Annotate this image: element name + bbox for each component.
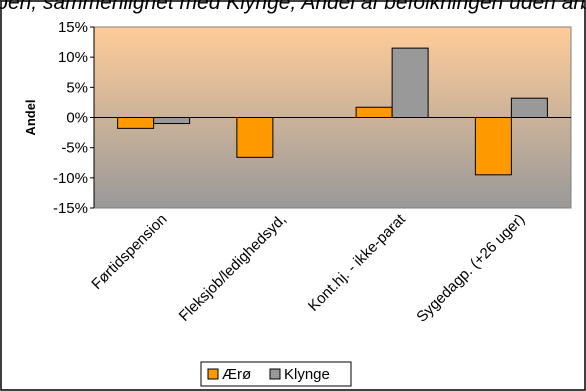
y-tick-label: -5% [61, 140, 88, 157]
y-tick-label: 5% [66, 79, 88, 96]
y-tick-label: 0% [66, 110, 88, 127]
legend: Ærø Klynge [200, 361, 352, 387]
legend-swatch-aeroe [207, 368, 219, 380]
y-axis-ticks: 15% 10% 5% 0% -5% -10% -15% [53, 19, 94, 217]
bar-aeroe-fleksjob-ledighedsyd [236, 117, 274, 158]
y-axis-label: Andel [23, 99, 38, 135]
bar-aeroe-foertidspension [117, 117, 155, 129]
bar-klynge-kont-hj-ikke-parat [391, 47, 429, 118]
bar-klynge-foertidspension [153, 117, 191, 125]
legend-label-aeroe: Ærø [222, 366, 251, 383]
y-tick-label: 10% [58, 49, 88, 66]
legend-label-klynge: Klynge [284, 366, 330, 383]
bars [117, 47, 548, 176]
chart-title: gruppen, sammenlignet med Klynge; Andel … [0, 0, 586, 14]
bar-klynge-sygedagp-26-uger [510, 97, 548, 119]
y-tick-label: -10% [53, 170, 88, 187]
bar-aeroe-sygedagp-26-uger [474, 117, 512, 176]
bar-aeroe-kont-hj-ikke-parat [355, 106, 393, 118]
y-tick-label: -15% [53, 200, 88, 217]
y-tick-label: 15% [58, 19, 88, 36]
legend-swatch-klynge [269, 368, 281, 380]
